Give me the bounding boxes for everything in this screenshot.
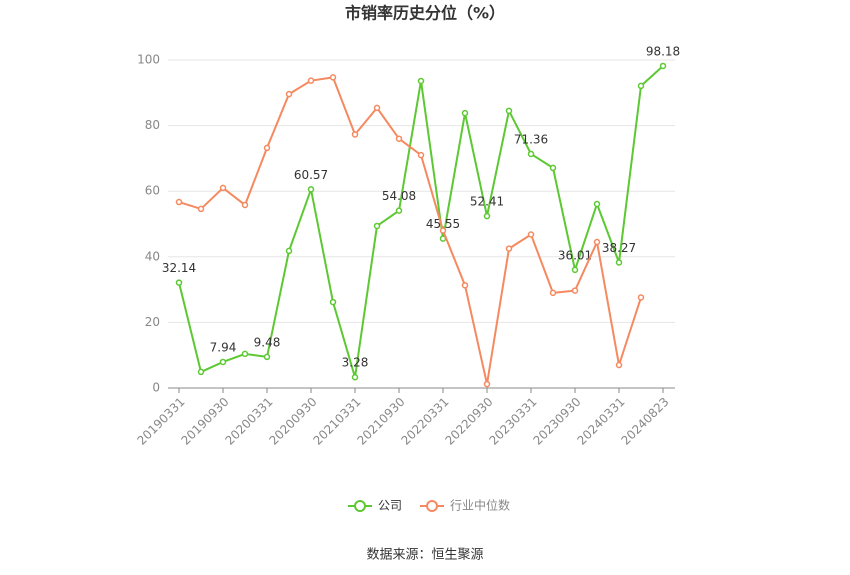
y-tick-label: 0 [152, 381, 160, 395]
data-label: 3.28 [342, 356, 369, 370]
data-point [461, 109, 469, 117]
data-point [197, 368, 205, 376]
data-point [285, 90, 293, 98]
data-point [505, 245, 513, 252]
data-point [351, 373, 359, 381]
data-point [505, 107, 513, 115]
series-line [178, 76, 642, 385]
data-point [219, 358, 227, 366]
data-point [417, 77, 425, 85]
legend-label: 行业中位数 [450, 498, 510, 513]
data-point [241, 350, 249, 358]
data-point [197, 205, 205, 213]
data-point [615, 259, 623, 266]
data-label: 38.27 [602, 241, 636, 255]
data-point [439, 227, 447, 234]
data-point [219, 184, 227, 192]
data-point [461, 282, 469, 289]
data-point [263, 353, 271, 361]
data-point [527, 150, 535, 158]
source-note: 数据来源：恒生聚源 [366, 548, 483, 563]
legend-marker [354, 500, 366, 512]
data-point [307, 77, 315, 84]
data-point [285, 247, 293, 255]
data-point [175, 198, 183, 206]
data-label: 52.41 [470, 195, 504, 209]
y-tick-label: 80 [145, 118, 160, 132]
y-tick-label: 40 [145, 249, 160, 263]
legend-marker [426, 500, 439, 512]
data-point [593, 238, 601, 246]
series-line [178, 65, 664, 378]
data-label: 54.08 [382, 189, 416, 203]
x-tick-label: 20240823 [619, 395, 672, 448]
data-point [659, 62, 667, 70]
data-point [483, 212, 491, 220]
y-tick-label: 20 [145, 315, 160, 329]
data-point [373, 104, 381, 112]
legend-label: 公司 [378, 499, 402, 513]
data-point [329, 74, 337, 81]
data-label: 32.14 [162, 261, 196, 275]
data-point [549, 164, 557, 172]
data-label: 9.48 [254, 335, 281, 349]
data-point [637, 82, 645, 90]
data-point [329, 298, 337, 306]
data-point [483, 380, 491, 388]
data-label: 98.18 [646, 44, 680, 58]
data-point [549, 289, 557, 297]
data-point [241, 201, 249, 209]
data-point [351, 131, 359, 138]
data-point [395, 135, 403, 142]
data-point [373, 222, 381, 230]
data-point [571, 266, 579, 274]
data-label: 45.55 [426, 217, 460, 231]
y-tick-label: 100 [137, 53, 160, 67]
data-point [593, 200, 601, 208]
data-label: 71.36 [514, 132, 548, 146]
data-point [637, 294, 645, 301]
data-point [395, 207, 403, 214]
data-point [527, 231, 535, 238]
data-point [307, 186, 315, 193]
data-label: 36.01 [558, 248, 592, 262]
data-point [615, 361, 623, 369]
data-point [571, 287, 579, 294]
chart-title: 市销率历史分位（%） [345, 4, 505, 23]
data-label: 60.57 [294, 168, 328, 182]
data-point [175, 279, 183, 286]
data-point [417, 151, 425, 159]
data-point [263, 144, 271, 152]
data-label: 7.94 [210, 340, 237, 354]
y-tick-label: 60 [145, 184, 160, 198]
